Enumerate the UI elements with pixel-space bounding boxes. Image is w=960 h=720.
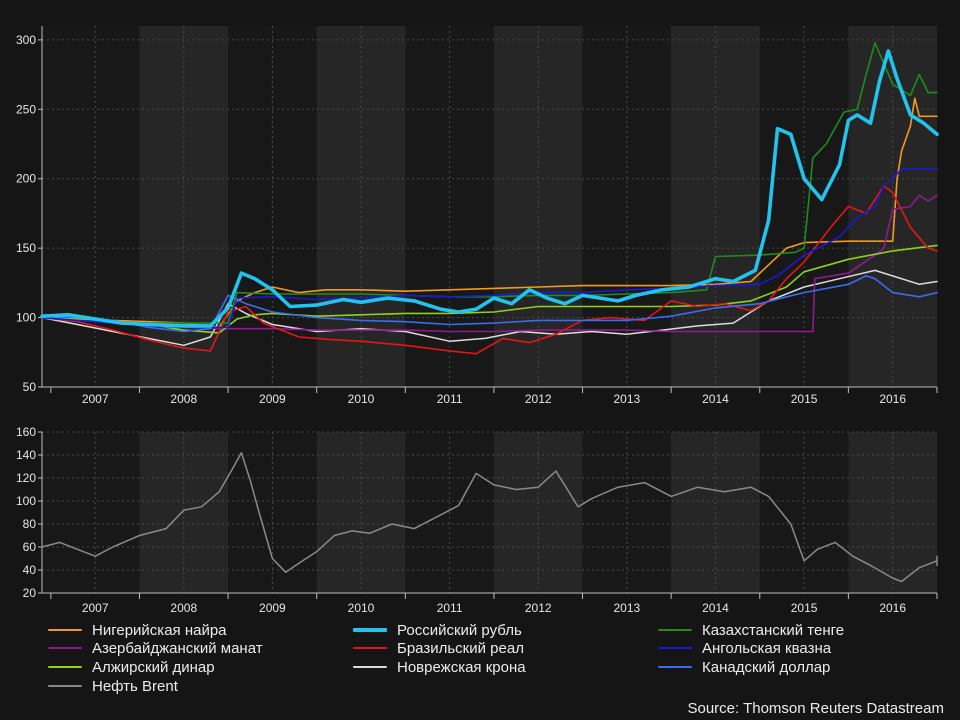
legend-item: Новрежская крона [353,658,526,676]
x-tick-label: 2014 [702,392,729,406]
legend-label: Новрежская крона [397,658,526,676]
x-tick-label: 2007 [82,392,109,406]
y-tick-label: 300 [16,33,36,47]
legend-label: Бразильский реал [397,639,524,657]
legend-label: Российский рубль [397,621,522,639]
legend-swatch [48,666,82,668]
x-tick-label: 2010 [348,601,375,615]
x-tick-label: 2015 [791,392,818,406]
legend-item: Бразильский реал [353,639,524,657]
y-tick-label: 60 [23,540,37,554]
legend-swatch [48,647,82,649]
series-line [41,275,938,333]
series-line [41,41,938,324]
currency-index-chart: 50 100 150 200 250 300 2007 2008 2009 2010 2011 201… [16,26,939,406]
series-line [40,49,939,328]
x-tick-label: 2008 [170,601,197,615]
y-tick-label: 120 [16,471,36,485]
legend-item: Азербайджанский манат [48,639,263,657]
legend-swatch [48,629,82,631]
legend-label: Азербайджанский манат [92,639,263,657]
legend-item: Нефть Brent [48,677,178,695]
legend-item: Российский рубль [353,621,522,639]
series-line [41,269,938,347]
x-tick-label: 2009 [259,392,286,406]
brent-oil-chart: 20 40 60 80 100 120 140 160 2007 2008 2009 2010 2011… [16,425,938,615]
legend-label: Нефть Brent [92,677,178,695]
y-tick-label: 100 [16,311,36,325]
y-tick-label: 40 [23,563,37,577]
series-line [41,451,938,583]
y-tick-label: 140 [16,448,36,462]
y-tick-label: 250 [16,102,36,116]
legend-item: Казахстанский тенге [658,621,844,639]
legend-item: Канадский доллар [658,658,830,676]
legend-swatch [658,629,692,631]
x-tick-label: 2010 [348,392,375,406]
x-tick-label: 2009 [259,601,286,615]
x-tick-label: 2013 [613,392,640,406]
source-note: Source: Thomson Reuters Datastream [687,700,944,717]
series-line [41,184,938,355]
legend-label: Нигерийская найра [92,621,227,639]
y-tick-label: 160 [16,425,36,439]
x-tick-label: 2013 [613,601,640,615]
x-tick-label: 2016 [879,601,906,615]
y-tick-label: 20 [23,586,37,600]
y-tick-label: 150 [16,241,36,255]
legend-swatch [353,647,387,649]
x-tick-label: 2016 [879,392,906,406]
legend-item: Алжирский динар [48,658,215,676]
x-tick-label: 2012 [525,601,552,615]
y-tick-label: 100 [16,494,36,508]
y-tick-label: 50 [23,380,37,394]
x-tick-label: 2015 [791,601,818,615]
y-tick-label: 80 [23,517,37,531]
legend-label: Канадский доллар [702,658,831,676]
chart-legend: Нигерийская найра Российский рубль Казах… [48,621,948,701]
x-tick-label: 2008 [170,392,197,406]
legend-label: Ангольская квазна [702,639,832,657]
legend-swatch [353,628,387,632]
x-tick-label: 2007 [82,601,109,615]
x-tick-label: 2011 [437,392,463,406]
series-line [41,194,938,333]
legend-label: Казахстанский тенге [702,621,845,639]
legend-item: Нигерийская найра [48,621,227,639]
legend-label: Алжирский динар [92,658,215,676]
legend-swatch [658,666,692,668]
x-tick-label: 2014 [702,601,729,615]
legend-swatch [48,685,82,687]
x-tick-label: 2011 [437,601,463,615]
legend-swatch [658,647,692,649]
legend-item: Ангольская квазна [658,639,831,657]
y-tick-label: 200 [16,172,36,186]
series-line [41,244,938,334]
legend-swatch [353,666,387,668]
x-tick-label: 2012 [525,392,552,406]
